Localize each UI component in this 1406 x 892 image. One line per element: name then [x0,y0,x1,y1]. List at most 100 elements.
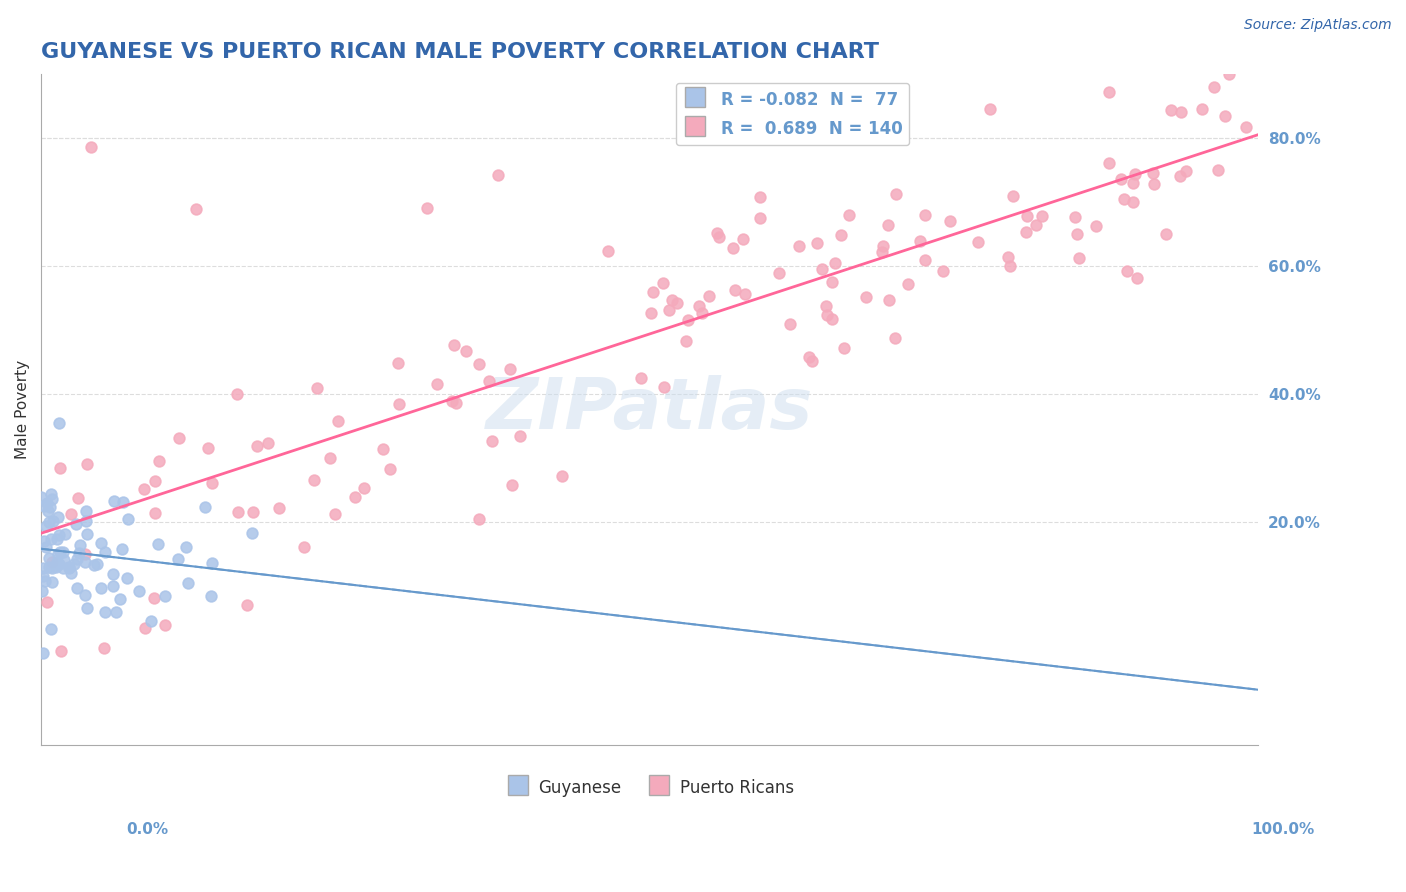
Point [46,547,69,561]
Point [1156,227,1178,241]
Point [48,416,70,430]
Point [94,606,117,620]
Point [1109,172,1132,186]
Point [388,397,411,411]
Point [596,244,619,259]
Text: 100.0%: 100.0% [1251,822,1315,837]
Point [1142,166,1164,180]
Point [39,622,62,636]
Point [176,576,198,591]
Point [58,561,80,575]
Point [733,232,755,246]
Point [1098,156,1121,170]
Point [884,331,907,345]
Point [979,103,1001,117]
Point [39,487,62,501]
Point [967,235,990,249]
Point [52,561,75,575]
Point [319,450,342,465]
Point [292,540,315,554]
Point [690,306,713,320]
Point [1098,86,1121,100]
Point [41,561,63,575]
Point [387,356,409,370]
Point [246,439,269,453]
Point [478,374,501,388]
Text: Source: ZipAtlas.com: Source: ZipAtlas.com [1244,18,1392,32]
Point [910,235,932,249]
Point [426,377,449,392]
Point [1170,169,1192,184]
Point [1122,194,1144,209]
Point [641,285,664,299]
Point [1063,210,1085,224]
Point [821,311,844,326]
Point [143,591,166,605]
Point [76,457,98,471]
Point [1069,252,1091,266]
Point [39,500,62,515]
Point [501,478,523,492]
Point [652,276,675,290]
Point [225,387,247,401]
Point [41,491,63,506]
Point [416,201,439,215]
Point [486,168,509,182]
Point [48,557,70,571]
Point [834,341,856,355]
Point [31,583,53,598]
Point [658,302,681,317]
Point [806,235,828,250]
Point [815,309,838,323]
Point [32,569,55,583]
Point [877,219,900,233]
Point [46,532,69,546]
Point [93,544,115,558]
Point [34,574,56,588]
Point [811,262,834,277]
Point [1202,80,1225,95]
Point [1206,163,1229,178]
Point [76,601,98,615]
Point [1066,227,1088,241]
Point [103,494,125,508]
Point [65,517,87,532]
Point [1160,103,1182,117]
Point [1122,176,1144,190]
Point [879,293,901,307]
Text: 0.0%: 0.0% [127,822,169,837]
Point [749,211,772,225]
Point [174,540,197,554]
Point [688,299,710,313]
Point [49,461,72,475]
Point [997,250,1019,264]
Point [830,227,852,242]
Point [86,557,108,571]
Point [75,588,97,602]
Point [59,566,82,581]
Point [443,337,465,351]
Point [197,441,219,455]
Point [697,289,720,303]
Point [155,589,177,603]
Point [444,396,467,410]
Point [787,239,810,253]
Point [325,507,347,521]
Point [32,499,55,513]
Point [456,344,478,359]
Point [815,299,838,313]
Point [112,495,135,509]
Point [441,393,464,408]
Point [378,461,401,475]
Point [49,545,72,559]
Point [200,475,222,490]
Point [51,644,73,658]
Point [1015,210,1038,224]
Point [1143,177,1166,191]
Point [226,505,249,519]
Point [1234,120,1257,134]
Point [1001,189,1024,203]
Point [706,226,728,240]
Point [824,256,846,270]
Point [67,491,90,505]
